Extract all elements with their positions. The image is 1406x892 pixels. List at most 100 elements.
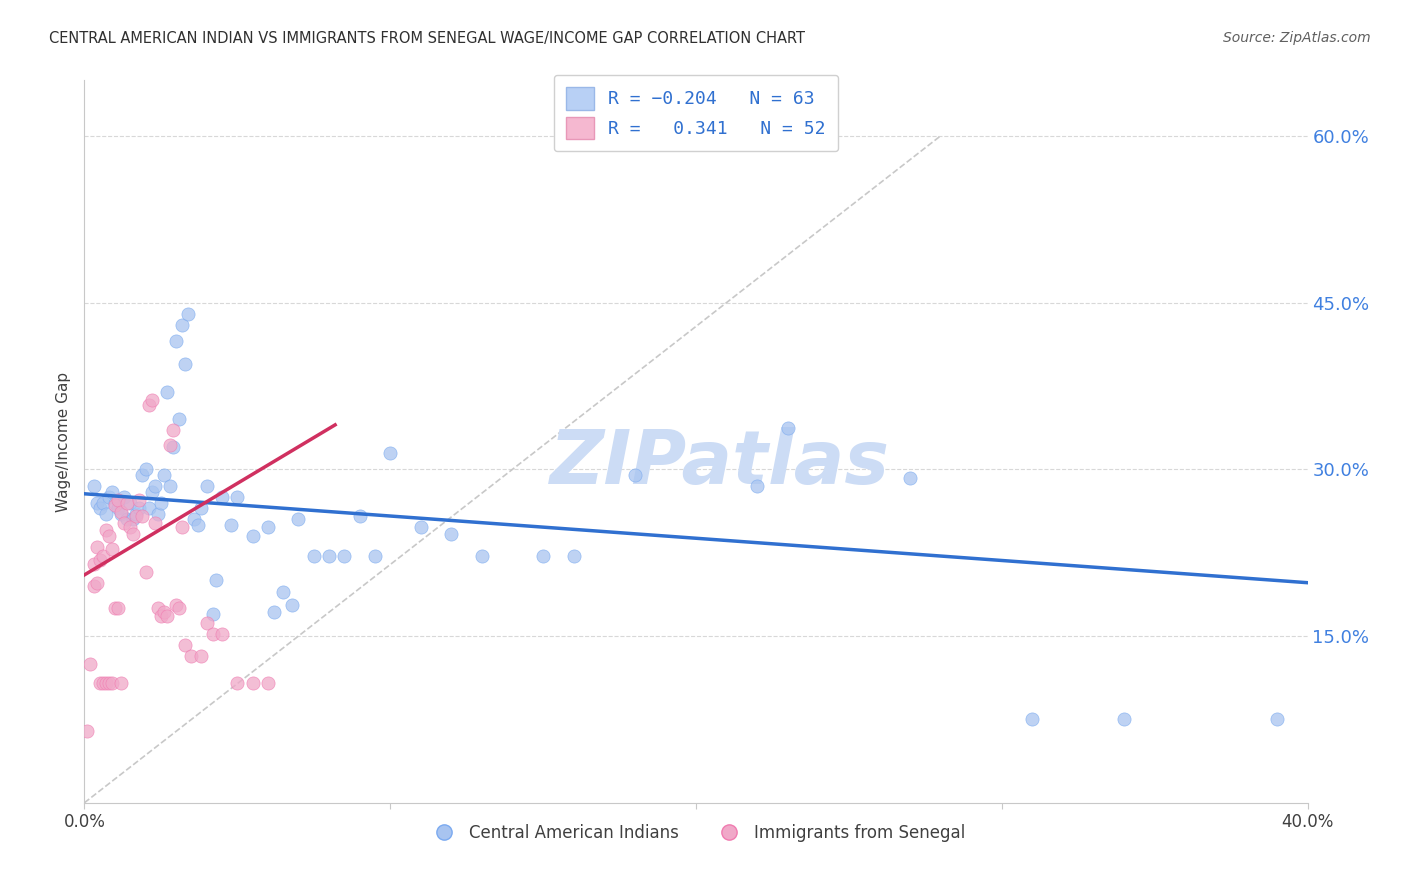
Point — [201, 607, 224, 621]
Point — [242, 529, 264, 543]
Point — [141, 484, 163, 499]
Point — [138, 398, 160, 412]
Point — [128, 493, 150, 508]
Point — [1114, 713, 1136, 727]
Point — [101, 542, 124, 557]
Point — [76, 723, 98, 738]
Point — [201, 627, 224, 641]
Point — [287, 512, 309, 526]
Point — [97, 675, 120, 690]
Point — [159, 479, 181, 493]
Point — [101, 675, 124, 690]
Point — [180, 649, 202, 664]
Point — [302, 549, 325, 563]
Point — [242, 675, 264, 690]
Text: Source: ZipAtlas.com: Source: ZipAtlas.com — [1223, 31, 1371, 45]
Point — [898, 471, 921, 485]
Point — [112, 490, 135, 504]
Point — [257, 675, 280, 690]
Point — [471, 549, 494, 563]
Point — [183, 512, 205, 526]
Point — [1265, 713, 1288, 727]
Point — [165, 598, 187, 612]
Point — [94, 507, 117, 521]
Point — [349, 508, 371, 523]
Point — [257, 520, 280, 534]
Point — [89, 501, 111, 516]
Point — [747, 479, 769, 493]
Point — [153, 605, 176, 619]
Point — [190, 649, 212, 664]
Point — [131, 467, 153, 482]
Point — [146, 507, 169, 521]
Point — [167, 601, 190, 615]
Point — [146, 601, 169, 615]
Point — [128, 501, 150, 516]
Point — [409, 520, 432, 534]
Point — [135, 462, 157, 476]
Point — [190, 501, 212, 516]
Legend: Central American Indians, Immigrants from Senegal: Central American Indians, Immigrants fro… — [420, 817, 972, 848]
Point — [174, 357, 197, 371]
Point — [115, 512, 138, 526]
Point — [271, 584, 294, 599]
Point — [440, 526, 463, 541]
Point — [380, 445, 402, 459]
Point — [205, 574, 228, 588]
Point — [79, 657, 101, 671]
Point — [153, 467, 176, 482]
Point — [143, 479, 166, 493]
Point — [143, 516, 166, 530]
Point — [83, 479, 105, 493]
Point — [107, 601, 129, 615]
Point — [110, 675, 132, 690]
Point — [226, 490, 249, 504]
Point — [110, 505, 132, 519]
Point — [186, 517, 208, 532]
Point — [219, 517, 242, 532]
Point — [104, 498, 127, 512]
Point — [211, 490, 233, 504]
Point — [162, 424, 184, 438]
Point — [89, 553, 111, 567]
Point — [172, 318, 194, 332]
Point — [122, 512, 145, 526]
Point — [1021, 713, 1043, 727]
Text: ZIPatlas: ZIPatlas — [550, 426, 890, 500]
Point — [156, 609, 179, 624]
Point — [104, 496, 127, 510]
Point — [177, 307, 200, 321]
Point — [165, 334, 187, 349]
Point — [159, 438, 181, 452]
Point — [97, 529, 120, 543]
Point — [156, 384, 179, 399]
Point — [149, 609, 172, 624]
Point — [120, 496, 142, 510]
Point — [86, 496, 108, 510]
Point — [776, 421, 799, 435]
Point — [115, 496, 138, 510]
Point — [94, 675, 117, 690]
Point — [110, 507, 132, 521]
Point — [318, 549, 340, 563]
Point — [120, 520, 142, 534]
Point — [149, 496, 172, 510]
Point — [624, 467, 647, 482]
Point — [83, 579, 105, 593]
Point — [86, 540, 108, 554]
Point — [86, 575, 108, 590]
Point — [89, 675, 111, 690]
Point — [101, 484, 124, 499]
Point — [167, 412, 190, 426]
Y-axis label: Wage/Income Gap: Wage/Income Gap — [56, 371, 72, 512]
Point — [263, 605, 285, 619]
Point — [131, 508, 153, 523]
Point — [141, 393, 163, 408]
Point — [112, 516, 135, 530]
Point — [138, 501, 160, 516]
Point — [83, 557, 105, 571]
Point — [135, 565, 157, 579]
Point — [281, 598, 304, 612]
Point — [125, 507, 148, 521]
Point — [122, 526, 145, 541]
